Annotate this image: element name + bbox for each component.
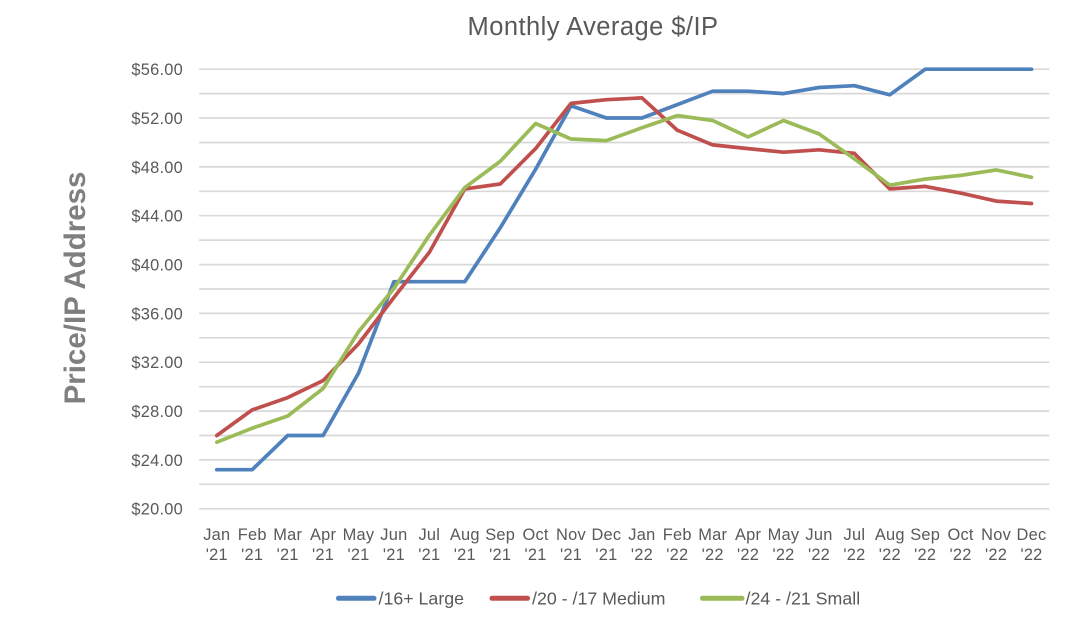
svg-text:'21: '21: [383, 546, 405, 564]
svg-text:$48.00: $48.00: [131, 159, 183, 177]
svg-text:May: May: [343, 526, 375, 544]
svg-text:'21: '21: [454, 546, 476, 564]
svg-text:Jul: Jul: [418, 526, 440, 544]
svg-text:'21: '21: [241, 546, 263, 564]
svg-text:Feb: Feb: [663, 526, 692, 544]
svg-text:Oct: Oct: [522, 526, 548, 544]
svg-text:'21: '21: [525, 546, 547, 564]
svg-text:'22: '22: [1020, 546, 1042, 564]
svg-text:$36.00: $36.00: [131, 305, 183, 323]
svg-text:Apr: Apr: [735, 526, 762, 544]
svg-text:$20.00: $20.00: [131, 501, 183, 519]
svg-text:Nov: Nov: [556, 526, 586, 544]
svg-text:'22: '22: [666, 546, 688, 564]
svg-text:/16+ Large: /16+ Large: [379, 589, 465, 609]
svg-text:'21: '21: [595, 546, 617, 564]
svg-text:'22: '22: [702, 546, 724, 564]
svg-text:$44.00: $44.00: [131, 208, 183, 226]
svg-text:'22: '22: [914, 546, 936, 564]
svg-text:'22: '22: [985, 546, 1007, 564]
svg-text:'22: '22: [737, 546, 759, 564]
svg-text:Monthly Average $/IP: Monthly Average $/IP: [468, 13, 719, 41]
svg-text:May: May: [768, 526, 800, 544]
svg-text:'22: '22: [808, 546, 830, 564]
svg-text:Aug: Aug: [450, 526, 480, 544]
svg-text:$56.00: $56.00: [131, 61, 183, 79]
svg-text:Mar: Mar: [698, 526, 727, 544]
svg-text:$28.00: $28.00: [131, 403, 183, 421]
svg-text:'22: '22: [772, 546, 794, 564]
svg-text:Nov: Nov: [981, 526, 1011, 544]
svg-text:Dec: Dec: [591, 526, 621, 544]
svg-text:Apr: Apr: [310, 526, 337, 544]
svg-text:/24 - /21 Small: /24 - /21 Small: [746, 589, 861, 609]
svg-text:Jun: Jun: [380, 526, 407, 544]
svg-text:Price/IP Address: Price/IP Address: [59, 172, 92, 405]
svg-text:/20 - /17 Medium: /20 - /17 Medium: [532, 589, 665, 609]
svg-text:Jan: Jan: [203, 526, 230, 544]
svg-text:'21: '21: [560, 546, 582, 564]
svg-text:Sep: Sep: [485, 526, 515, 544]
svg-text:'22: '22: [879, 546, 901, 564]
svg-text:'21: '21: [206, 546, 228, 564]
svg-text:'22: '22: [631, 546, 653, 564]
svg-text:$40.00: $40.00: [131, 257, 183, 275]
svg-text:$52.00: $52.00: [131, 110, 183, 128]
svg-text:Sep: Sep: [910, 526, 940, 544]
svg-text:'21: '21: [418, 546, 440, 564]
svg-text:'21: '21: [312, 546, 334, 564]
svg-text:Dec: Dec: [1017, 526, 1047, 544]
svg-text:Aug: Aug: [875, 526, 905, 544]
svg-text:Jan: Jan: [628, 526, 655, 544]
svg-text:$32.00: $32.00: [131, 354, 183, 372]
svg-text:Feb: Feb: [238, 526, 267, 544]
svg-text:Oct: Oct: [947, 526, 973, 544]
svg-text:Mar: Mar: [273, 526, 302, 544]
svg-text:Jul: Jul: [844, 526, 866, 544]
svg-text:'21: '21: [277, 546, 299, 564]
svg-text:Jun: Jun: [805, 526, 832, 544]
svg-text:'21: '21: [347, 546, 369, 564]
svg-text:'22: '22: [843, 546, 865, 564]
svg-text:'22: '22: [950, 546, 972, 564]
svg-text:'21: '21: [489, 546, 511, 564]
svg-text:$24.00: $24.00: [131, 452, 183, 470]
